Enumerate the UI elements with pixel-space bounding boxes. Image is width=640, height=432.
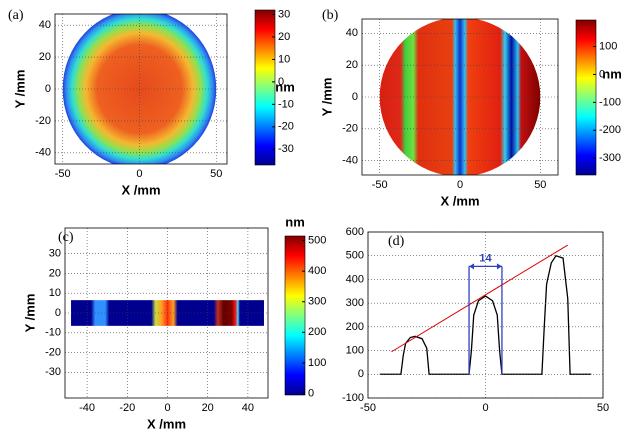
y-tick-label: -20 (45, 346, 61, 358)
y-tick-label: 20 (39, 51, 51, 63)
colorbar-tick-label: 0 (308, 387, 314, 399)
y-tick-label: 500 (346, 250, 364, 262)
x-axis-label: X /mm (147, 416, 186, 431)
x-tick-label: -50 (360, 402, 376, 414)
y-tick-label: 0 (55, 307, 61, 319)
colorbar-tick-label: 0 (599, 68, 605, 80)
y-tick-label: 0 (45, 83, 51, 95)
y-tick-label: 600 (346, 226, 364, 238)
colorbar-label: nm (602, 66, 622, 81)
y-tick-label: -20 (342, 123, 358, 135)
panel-label: (a) (8, 8, 24, 23)
y-tick-label: -100 (342, 392, 364, 404)
x-tick-label: 50 (210, 168, 222, 180)
colorbar-tick-label: 400 (308, 265, 326, 277)
colorbar-label: nm (285, 214, 305, 229)
colorbar-tick-label: 100 (308, 357, 326, 369)
x-tick-label: -20 (119, 402, 135, 414)
x-tick-label: 20 (202, 402, 214, 414)
y-axis-label: Y /mm (319, 78, 334, 117)
line-series (391, 244, 569, 353)
x-tick-label: 0 (457, 179, 463, 191)
x-tick-label: 50 (534, 179, 546, 191)
colorbar-tick-label: -200 (599, 124, 621, 136)
y-tick-label: 0 (352, 91, 358, 103)
y-tick-label: -40 (342, 155, 358, 167)
colorbar-label: nm (275, 79, 295, 94)
x-axis-label: X /mm (440, 193, 479, 208)
colorbar (575, 19, 597, 176)
x-tick-label: 0 (136, 168, 142, 180)
x-tick-label: -50 (55, 168, 71, 180)
y-tick-label: 20 (49, 267, 61, 279)
x-tick-label: 0 (164, 402, 170, 414)
y-tick-label: 0 (358, 368, 364, 380)
axes-frame (54, 13, 228, 165)
colorbar (284, 235, 306, 396)
y-tick-label: 400 (346, 273, 364, 285)
line-series (379, 254, 592, 375)
y-tick-label: 20 (346, 59, 358, 71)
y-tick-label: -10 (45, 327, 61, 339)
colorbar (254, 9, 276, 166)
y-tick-label: -20 (35, 115, 51, 127)
axes-frame (367, 231, 604, 399)
x-tick-label: 40 (242, 402, 254, 414)
colorbar-tick-label: 100 (599, 40, 617, 52)
y-tick-label: 10 (49, 287, 61, 299)
surface-map (379, 19, 541, 175)
bracket-label: 14 (479, 252, 492, 264)
colorbar-tick-label: 30 (278, 8, 290, 20)
plot-area (379, 19, 541, 175)
y-tick-label: 40 (346, 27, 358, 39)
y-tick-label: 200 (346, 321, 364, 333)
y-tick-label: 300 (346, 297, 364, 309)
axes-frame (64, 227, 269, 399)
panel-label: (c) (58, 230, 74, 245)
y-tick-label: -30 (45, 366, 61, 378)
y-axis-label: Y /mm (12, 70, 27, 109)
y-axis-label: Y /mm (22, 294, 37, 333)
colorbar-tick-label: -100 (599, 96, 621, 108)
colorbar-tick-label: -300 (599, 152, 621, 164)
colorbar-tick-label: -10 (278, 98, 294, 110)
colorbar-tick-label: -20 (278, 121, 294, 133)
y-tick-label: 40 (39, 19, 51, 31)
x-tick-label: 0 (482, 402, 488, 414)
colorbar-tick-label: 10 (278, 53, 290, 65)
colorbar-tick-label: 500 (308, 234, 326, 246)
y-tick-label: 100 (346, 344, 364, 356)
colorbar-tick-label: 0 (278, 76, 284, 88)
axes-frame (361, 18, 559, 176)
colorbar-tick-label: 200 (308, 326, 326, 338)
plot-area (379, 244, 592, 375)
panel-label: (b) (322, 8, 339, 23)
panel-label: (d) (388, 234, 405, 249)
colorbar-tick-label: 300 (308, 296, 326, 308)
y-tick-label: 30 (49, 248, 61, 260)
colorbar-tick-label: 20 (278, 31, 290, 43)
x-axis-label: X /mm (121, 182, 160, 197)
x-tick-label: 50 (597, 402, 609, 414)
x-tick-label: -50 (372, 179, 388, 191)
colorbar-tick-label: -30 (278, 143, 294, 155)
x-tick-label: -40 (79, 402, 95, 414)
y-tick-label: -40 (35, 147, 51, 159)
